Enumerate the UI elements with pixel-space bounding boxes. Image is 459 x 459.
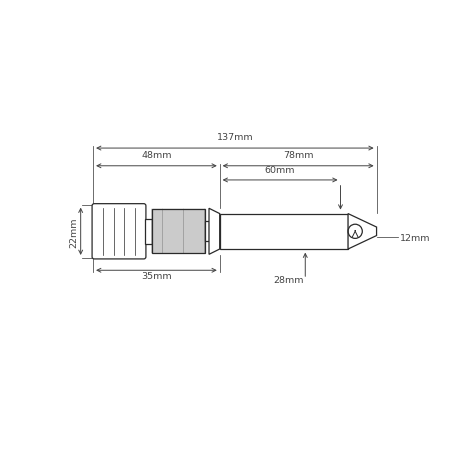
Text: 48mm: 48mm bbox=[141, 151, 171, 160]
Polygon shape bbox=[205, 222, 208, 242]
FancyBboxPatch shape bbox=[92, 204, 146, 259]
Text: 35mm: 35mm bbox=[141, 272, 171, 280]
Text: 78mm: 78mm bbox=[282, 151, 313, 160]
Text: 28mm: 28mm bbox=[272, 275, 303, 284]
Text: 137mm: 137mm bbox=[216, 133, 252, 142]
Text: 60mm: 60mm bbox=[264, 166, 295, 175]
Polygon shape bbox=[151, 210, 205, 254]
Polygon shape bbox=[219, 214, 347, 249]
Polygon shape bbox=[347, 214, 376, 249]
Text: 22mm: 22mm bbox=[70, 217, 78, 247]
Polygon shape bbox=[145, 219, 151, 244]
Text: 12mm: 12mm bbox=[399, 233, 429, 242]
Polygon shape bbox=[208, 209, 219, 255]
